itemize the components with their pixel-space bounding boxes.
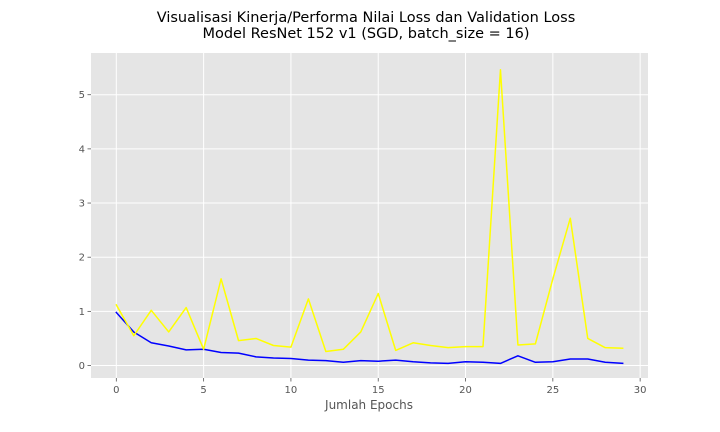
series-line-loss bbox=[115, 311, 624, 365]
x-tick-label: 30 bbox=[634, 385, 647, 396]
x-tick-label: 20 bbox=[459, 385, 472, 396]
y-tick-labels: 0 1 2 3 4 5 bbox=[79, 90, 91, 372]
x-tick-label: 5 bbox=[200, 385, 206, 396]
series-lines bbox=[115, 69, 624, 365]
y-tick-label: 3 bbox=[79, 199, 85, 210]
chart-title-line-1: Visualisasi Kinerja/Performa Nilai Loss … bbox=[157, 10, 576, 26]
y-tick-label: 5 bbox=[79, 90, 85, 101]
y-tick-label: 0 bbox=[79, 361, 85, 372]
x-tick-label: 10 bbox=[285, 385, 298, 396]
x-axis-label: Jumlah Epochs bbox=[324, 398, 413, 412]
plot-area bbox=[91, 53, 648, 378]
chart-title-line-2: Model ResNet 152 v1 (SGD, batch_size = 1… bbox=[202, 26, 529, 42]
y-tick-label: 2 bbox=[79, 253, 85, 264]
x-tick-label: 15 bbox=[372, 385, 385, 396]
y-tick-label: 4 bbox=[79, 144, 85, 155]
x-tick-label: 0 bbox=[113, 385, 119, 396]
x-tick-label: 25 bbox=[546, 385, 559, 396]
series-line-val-loss bbox=[115, 69, 624, 353]
x-tick-labels: 0 5 10 15 20 25 30 bbox=[113, 378, 647, 396]
y-tick-label: 1 bbox=[79, 307, 85, 318]
